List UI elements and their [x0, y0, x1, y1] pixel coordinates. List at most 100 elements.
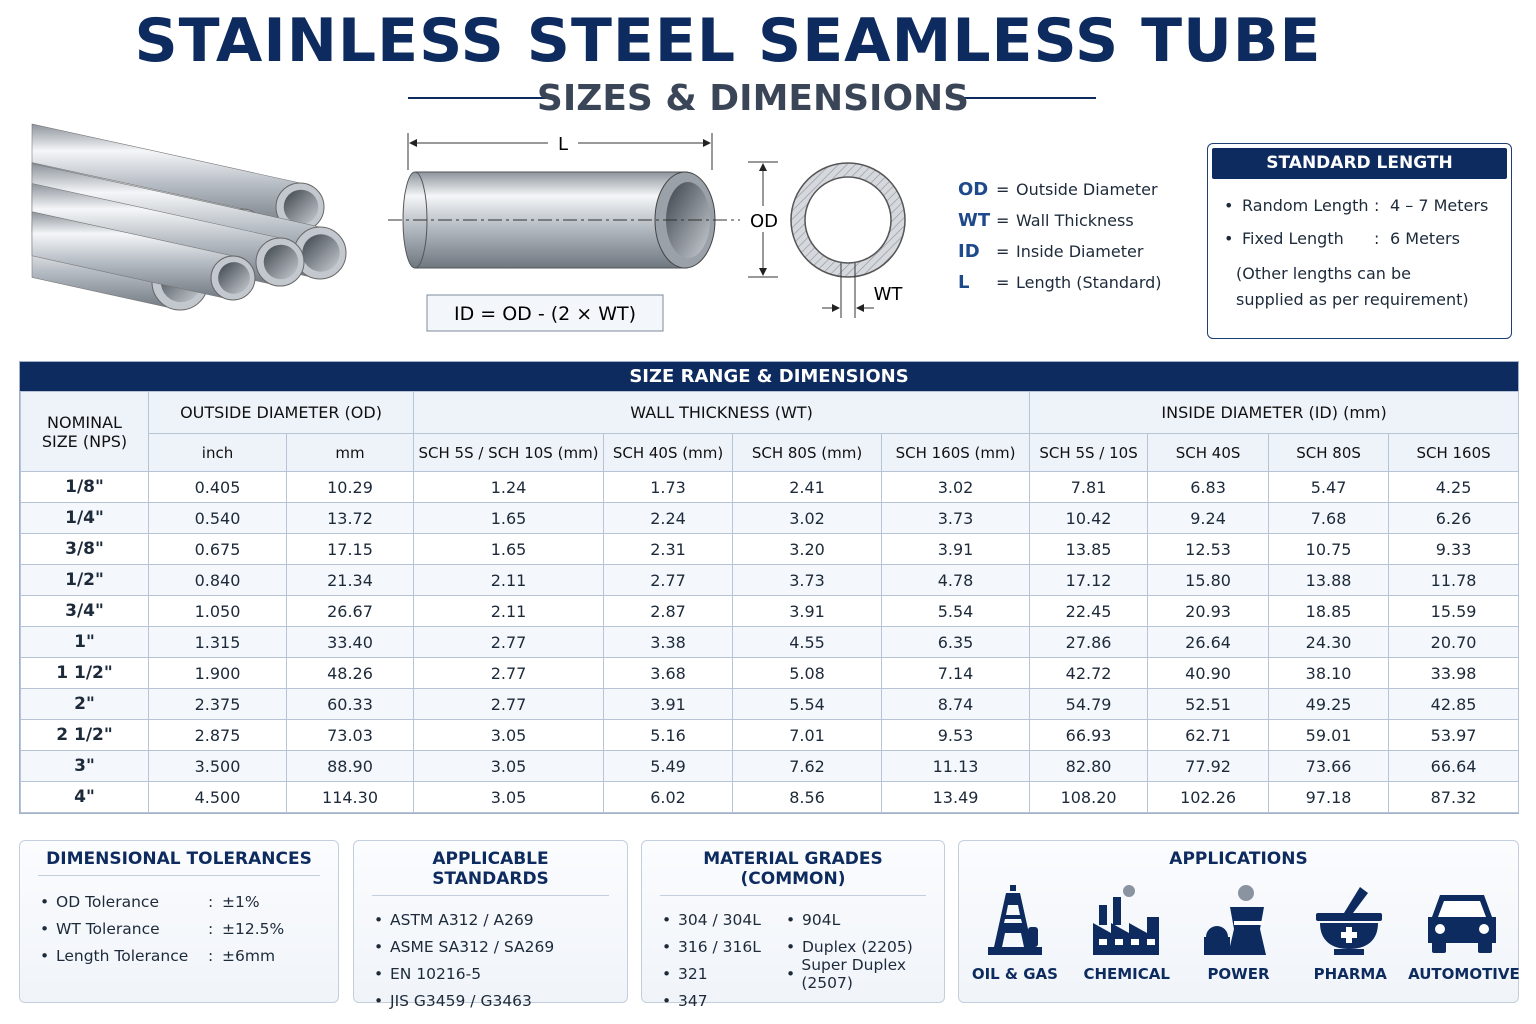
value-cell: 97.18: [1268, 781, 1390, 813]
sub-header: inch: [148, 433, 287, 472]
value-cell: 15.80: [1147, 564, 1270, 596]
table-row: 3" 3.500 88.90 3.05 5.49 7.62 11.13 82.80 77.92 7…: [20, 750, 1520, 782]
length-label: L: [558, 134, 568, 155]
sub-header: SCH 5S / SCH 10S (mm): [413, 433, 605, 472]
value-cell: 49.25: [1268, 688, 1390, 720]
value-cell: 3.20: [732, 533, 883, 565]
value-cell: 1.050: [148, 595, 287, 627]
value-cell: 40.90: [1147, 657, 1270, 689]
value-cell: 8.74: [881, 688, 1031, 720]
sub-header: mm: [285, 433, 415, 472]
size-cell: 3": [20, 750, 149, 782]
value-cell: 2.875: [148, 719, 287, 751]
group-header: OUTSIDE DIAMETER (OD): [147, 391, 415, 434]
value-cell: 4.55: [732, 626, 883, 658]
value-cell: 3.38: [603, 626, 734, 658]
value-cell: 3.02: [881, 471, 1031, 503]
value-cell: 13.49: [881, 781, 1031, 813]
value-cell: 5.16: [603, 719, 734, 751]
value-cell: 2.87: [603, 595, 734, 627]
applications-panel: APPLICATIONS OIL & GAS CHEMICAL POWER PH…: [958, 840, 1520, 1003]
size-cell: 3/8": [20, 533, 149, 565]
length-value: 6 Meters: [1390, 229, 1460, 248]
value-cell: 17.12: [1029, 564, 1149, 596]
grade-item: Duplex (2205): [786, 933, 956, 960]
value-cell: 0.675: [148, 533, 287, 565]
table-row: 1" 1.315 33.40 2.77 3.38 4.55 6.35 27.86 26.64 24…: [20, 626, 1520, 658]
value-cell: 27.86: [1029, 626, 1149, 658]
value-cell: 20.93: [1147, 595, 1270, 627]
value-cell: 6.26: [1388, 502, 1520, 534]
value-cell: 2.31: [603, 533, 734, 565]
value-cell: 73.03: [285, 719, 415, 751]
legend-abbr: OD: [958, 179, 989, 200]
value-cell: 21.34: [285, 564, 415, 596]
value-cell: 7.62: [732, 750, 883, 782]
legend-item: OD = Outside Diameter: [958, 174, 1198, 205]
application: OIL & GAS: [961, 883, 1069, 983]
value-cell: 6.83: [1147, 471, 1270, 503]
icon: [1428, 895, 1497, 953]
title: STAINLESS STEEL SEAMLESS TUBE: [134, 6, 1322, 76]
standard-item: EN 10216-5: [374, 960, 627, 987]
value-cell: 2.77: [413, 626, 605, 658]
grade-item: 904L: [786, 906, 956, 933]
size-cell: 1/4": [20, 502, 149, 534]
value-cell: 1.315: [148, 626, 287, 658]
value-cell: 4.500: [148, 781, 287, 813]
value-cell: 13.72: [285, 502, 415, 534]
grade-item: 304 / 304L: [662, 906, 786, 933]
tolerance-value: ±1%: [222, 892, 260, 911]
value-cell: 11.78: [1388, 564, 1520, 596]
sub-header: SCH 5S / 10S: [1029, 433, 1149, 472]
length-item: Random Length:4 – 7 Meters: [1224, 189, 1511, 222]
value-cell: 2.11: [413, 595, 605, 627]
sub-header: SCH 40S (mm): [603, 433, 734, 472]
value-cell: 5.08: [732, 657, 883, 689]
icon: [1092, 885, 1159, 955]
standards-panel: APPLICABLE STANDARDS ASTM A312 / A269ASM…: [353, 840, 628, 1010]
length-sep: :: [1374, 229, 1380, 248]
application: CHEMICAL: [1073, 883, 1181, 983]
value-cell: 42.85: [1388, 688, 1520, 720]
value-cell: 2.24: [603, 502, 734, 534]
tolerance-item: OD Tolerance: ±1%: [40, 888, 338, 915]
standard-item: JIS G3459 / G3463: [374, 987, 627, 1014]
application: PHARMA: [1296, 883, 1404, 983]
value-cell: 3.91: [603, 688, 734, 720]
value-cell: 5.54: [881, 595, 1031, 627]
tolerance-label: Length Tolerance: [56, 946, 189, 965]
value-cell: 53.97: [1388, 719, 1520, 751]
value-cell: 0.840: [148, 564, 287, 596]
value-cell: 73.66: [1268, 750, 1390, 782]
value-cell: 10.42: [1029, 502, 1149, 534]
value-cell: 59.01: [1268, 719, 1390, 751]
value-cell: 114.30: [285, 781, 415, 813]
value-cell: 10.29: [285, 471, 415, 503]
legend-sign: =: [996, 211, 1010, 230]
table-row: 2 1/2" 2.875 73.03 3.05 5.16 7.01 9.53 66.93 62.…: [20, 719, 1520, 751]
tolerance-value: ±12.5%: [222, 919, 285, 938]
application-label: CHEMICAL: [1083, 965, 1170, 983]
tolerance-label: OD Tolerance: [56, 892, 159, 911]
legend-sign: =: [996, 242, 1010, 261]
application-label: OIL & GAS: [971, 965, 1058, 983]
header-cell: NOMINAL SIZE (NPS): [20, 391, 149, 472]
sub-header: SCH 40S: [1147, 433, 1270, 472]
application-label: AUTOMOTIVE: [1408, 965, 1520, 983]
legend-item: ID = Inside Diameter: [958, 236, 1198, 267]
value-cell: 3.500: [148, 750, 287, 782]
value-cell: 3.05: [413, 750, 605, 782]
tolerance-value: ±6mm: [222, 946, 276, 965]
note: (Other lengths can be supplied as per re…: [1236, 264, 1469, 309]
application-label: POWER: [1207, 965, 1270, 983]
legend-sign: =: [996, 180, 1010, 199]
value-cell: 6.35: [881, 626, 1031, 658]
group-header: WALL THICKNESS (WT): [413, 391, 1031, 434]
length-value: 4 – 7 Meters: [1390, 196, 1489, 215]
table: NOMINAL SIZE (NPS) OUTSIDE DIAMETER (OD) W…: [20, 391, 1520, 813]
standard-length: STANDARD LENGTH Random Length:4 – 7 Mete…: [1207, 143, 1512, 339]
value-cell: 2.77: [413, 657, 605, 689]
value-cell: 13.85: [1029, 533, 1149, 565]
